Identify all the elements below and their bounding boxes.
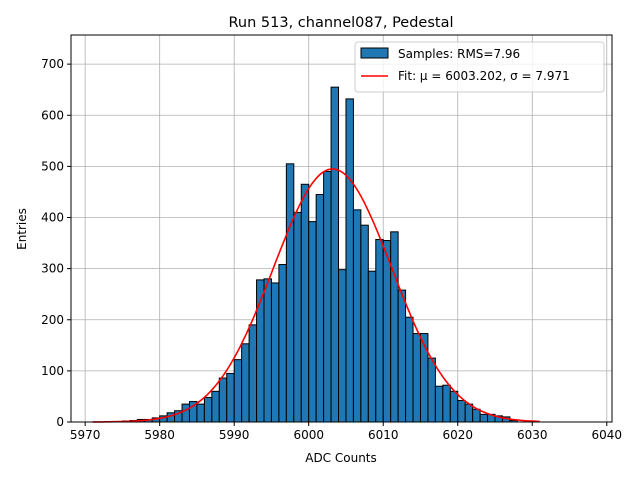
histogram-bar (308, 221, 317, 423)
x-tick-label: 6030 (517, 428, 548, 442)
legend-label-samples: Samples: RMS=7.96 (398, 47, 520, 61)
y-tick-label: 100 (41, 364, 64, 378)
x-tick-label: 5980 (144, 428, 175, 442)
histogram-bar (233, 359, 243, 423)
x-tick-label: 6000 (293, 428, 324, 442)
histogram-bar (375, 238, 384, 423)
histogram-bar (419, 333, 429, 423)
chart-title: Run 513, channel087, Pedestal (228, 15, 453, 31)
histogram-bar (263, 278, 272, 423)
histogram-bar (323, 170, 332, 423)
x-tick-label: 6020 (442, 428, 473, 442)
histogram-bar (315, 194, 325, 423)
histogram-bar (405, 316, 414, 423)
fit-curve (92, 168, 540, 423)
histogram-bar (218, 377, 228, 423)
y-tick-label: 700 (41, 57, 64, 71)
histogram-bar (345, 98, 354, 423)
histogram-bar (248, 324, 258, 423)
histogram-bar (181, 403, 190, 423)
histogram-bar (464, 403, 474, 423)
histogram-bar (352, 209, 362, 423)
histogram-bar (427, 357, 436, 423)
histogram-bar (270, 282, 280, 423)
histogram-bar (285, 163, 295, 423)
histogram-bar (330, 86, 340, 423)
histogram-bar (338, 269, 347, 423)
histogram-bar (293, 211, 302, 423)
histogram-bar (226, 372, 235, 423)
histogram-bar (360, 224, 369, 423)
histogram-bar (390, 231, 399, 423)
histogram-bar (479, 413, 489, 423)
y-tick-label: 200 (41, 313, 64, 327)
plot-frame (70, 34, 613, 423)
histogram-bar (472, 408, 481, 423)
histogram-bar (203, 396, 213, 423)
x-tick-label: 6010 (368, 428, 399, 442)
histogram-bar (211, 390, 220, 423)
y-tick-label: 400 (41, 211, 64, 225)
histogram-bar (412, 333, 421, 423)
histogram-bar (196, 403, 205, 423)
legend-label-fit: Fit: μ = 6003.202, σ = 7.971 (398, 69, 570, 83)
x-axis-label: ADC Counts (305, 451, 377, 465)
histogram-bar (300, 183, 310, 423)
y-tick-label: 300 (41, 262, 64, 276)
histogram-bar (367, 270, 377, 423)
histogram-bar (449, 390, 459, 423)
histogram-bar (278, 264, 287, 423)
legend: Samples: RMS=7.96 Fit: μ = 6003.202, σ =… (354, 41, 605, 93)
histogram-bar (442, 384, 451, 423)
x-tick-label: 5970 (70, 428, 101, 442)
histogram-bar (397, 289, 407, 423)
x-tick-label: 6040 (592, 428, 623, 442)
histogram-bar (382, 240, 392, 423)
histogram-bar (457, 400, 466, 423)
y-axis-label: Entries (15, 208, 29, 250)
y-tick-label: 500 (41, 159, 64, 173)
legend-swatch-samples (360, 47, 389, 59)
histogram-bar (434, 385, 444, 423)
x-tick-label: 5990 (219, 428, 250, 442)
y-tick-label: 0 (56, 415, 64, 429)
histogram-bar (241, 343, 250, 423)
y-tick-label: 600 (41, 108, 64, 122)
